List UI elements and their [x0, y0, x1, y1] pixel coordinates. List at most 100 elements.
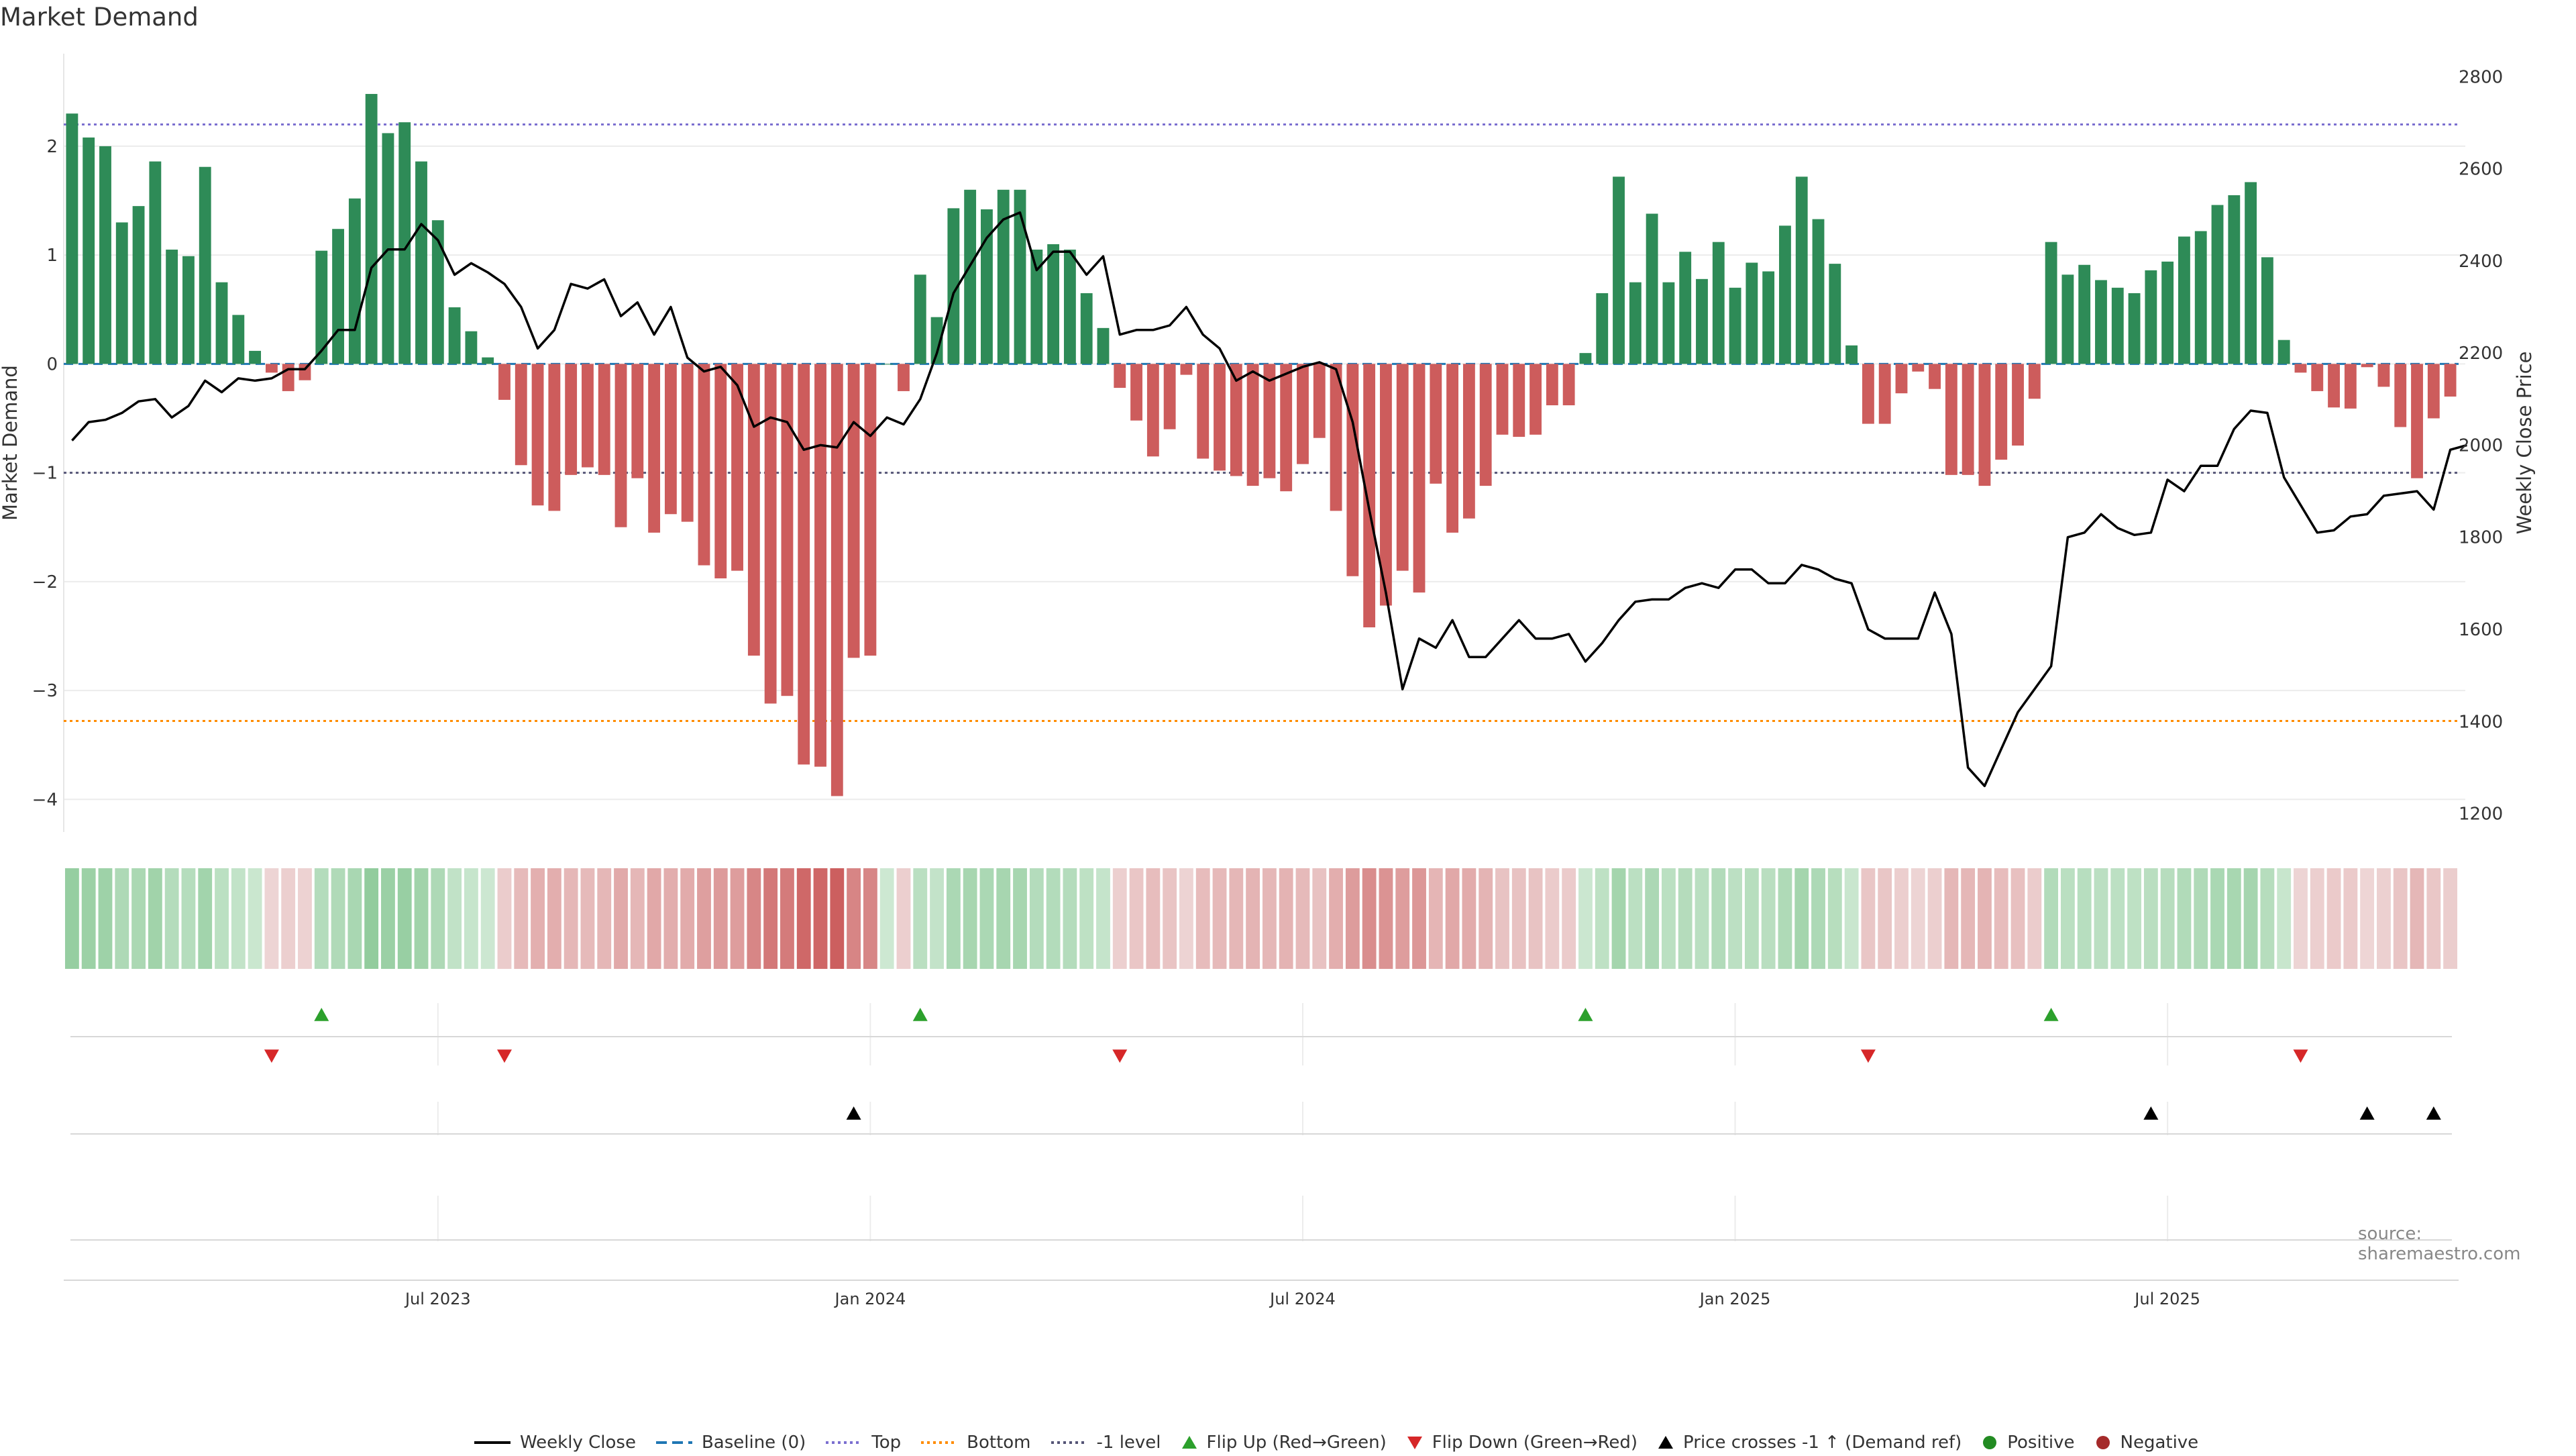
demand-bar	[1462, 364, 1475, 519]
heat-cell	[1262, 868, 1277, 969]
heat-cell	[1944, 868, 1959, 969]
demand-bar	[1114, 364, 1126, 388]
legend-label: Positive	[2007, 1433, 2075, 1453]
demand-bar	[199, 166, 211, 364]
heat-cell	[148, 868, 162, 969]
demand-bar	[1047, 244, 1060, 364]
heat-cell	[1827, 868, 1842, 969]
heat-cell	[863, 868, 877, 969]
demand-bar	[631, 364, 644, 478]
heat-cell	[564, 868, 578, 969]
heat-cell	[996, 868, 1011, 969]
heat-cell	[1329, 868, 1343, 969]
heat-cell	[680, 868, 695, 969]
demand-bar	[1430, 364, 1442, 484]
legend-item-flip_down: Flip Down (Green→Red)	[1405, 1433, 1638, 1453]
demand-bars	[66, 94, 2457, 796]
demand-bar	[215, 282, 228, 364]
demand-bar	[2277, 340, 2290, 364]
demand-bar	[1413, 364, 1426, 593]
demand-bar	[2045, 242, 2057, 364]
y2-tick-label: 2200	[2459, 344, 2503, 364]
y-axis-label: Market Demand	[0, 365, 21, 521]
demand-bar	[614, 364, 627, 527]
demand-bar	[1995, 364, 2008, 460]
demand-bar	[1146, 364, 1159, 457]
flip-up-marker	[2043, 1008, 2059, 1021]
legend-item-cross: Price crosses -1 ↑ (Demand ref)	[1656, 1433, 1962, 1453]
demand-bar	[664, 364, 677, 515]
heat-cell	[1096, 868, 1110, 969]
y-tick-label: −3	[32, 681, 58, 701]
legend-swatch	[921, 1441, 958, 1444]
demand-bar	[1446, 364, 1459, 533]
heat-cell	[2426, 868, 2441, 969]
heat-cell	[1112, 868, 1127, 969]
heat-cell	[647, 868, 661, 969]
demand-bar	[2161, 261, 2174, 364]
demand-bar	[365, 94, 378, 364]
y2-tick-label: 2800	[2459, 67, 2503, 87]
demand-bar	[781, 364, 794, 696]
y-tick-label: −1	[32, 464, 58, 484]
demand-bar	[1912, 364, 1925, 372]
legend-item-flip_up: Flip Up (Red→Green)	[1180, 1433, 1387, 1453]
demand-bar	[132, 206, 145, 364]
price-line-group	[71, 211, 2467, 788]
demand-bar	[898, 364, 910, 391]
heat-cell	[979, 868, 994, 969]
demand-bar	[648, 364, 661, 533]
heat-cell	[2027, 868, 2042, 969]
legend-triangle-up	[1181, 1436, 1197, 1449]
heat-cell	[2060, 868, 2075, 969]
heat-cell	[1695, 868, 1709, 969]
heat-cell	[381, 868, 395, 969]
weekly-close-line	[71, 211, 2467, 788]
x-axis: Jul 2023 Jan 2024 Jul 2024 Jan 2025 Jul 2025	[64, 1003, 2459, 1308]
heat-cell	[1312, 868, 1327, 969]
demand-bar	[548, 364, 561, 511]
demand-bar	[1629, 282, 1642, 364]
heat-cell	[1528, 868, 1543, 969]
heat-cell	[1811, 868, 1825, 969]
x-tick-label: Jul 2025	[2133, 1290, 2200, 1308]
demand-bar	[1662, 282, 1675, 364]
demand-bar	[2111, 287, 2124, 364]
heat-cell	[248, 868, 262, 969]
heat-cell	[1079, 868, 1094, 969]
heat-cell	[547, 868, 561, 969]
legend: Weekly Close Baseline (0) Top Bottom -1 leve…	[473, 1429, 2217, 1456]
heat-cell	[514, 868, 529, 969]
demand-bar	[2294, 364, 2307, 373]
heat-cell	[81, 868, 96, 969]
heat-cell	[1961, 868, 1976, 969]
heat-cell	[2393, 868, 2408, 969]
demand-bar	[2061, 274, 2074, 364]
demand-bar	[1962, 364, 1974, 475]
demand-bar	[1014, 189, 1026, 364]
heat-cell	[1595, 868, 1609, 969]
legend-swatch	[826, 1441, 863, 1444]
flip-down-marker	[264, 1049, 279, 1063]
heat-cell	[2277, 868, 2292, 969]
demand-bar	[1529, 364, 1542, 435]
heat-cell	[1562, 868, 1576, 969]
legend-label: Flip Down (Green→Red)	[1432, 1433, 1638, 1453]
heat-cell	[2260, 868, 2275, 969]
demand-bar	[1496, 364, 1509, 435]
demand-bar	[431, 220, 444, 364]
demand-bar	[1613, 176, 1625, 364]
price-cross-marker	[846, 1106, 861, 1120]
demand-bar	[115, 222, 128, 364]
heat-cell	[531, 868, 545, 969]
demand-bar	[2145, 270, 2157, 364]
heat-cell	[115, 868, 129, 969]
demand-bar	[2411, 364, 2423, 478]
event-markers	[264, 1008, 2441, 1120]
y-tick-label: 2	[46, 137, 58, 157]
y2-tick-label: 2000	[2459, 435, 2503, 456]
heat-cell	[847, 868, 861, 969]
legend-label: Negative	[2120, 1433, 2199, 1453]
demand-bar	[249, 350, 262, 364]
